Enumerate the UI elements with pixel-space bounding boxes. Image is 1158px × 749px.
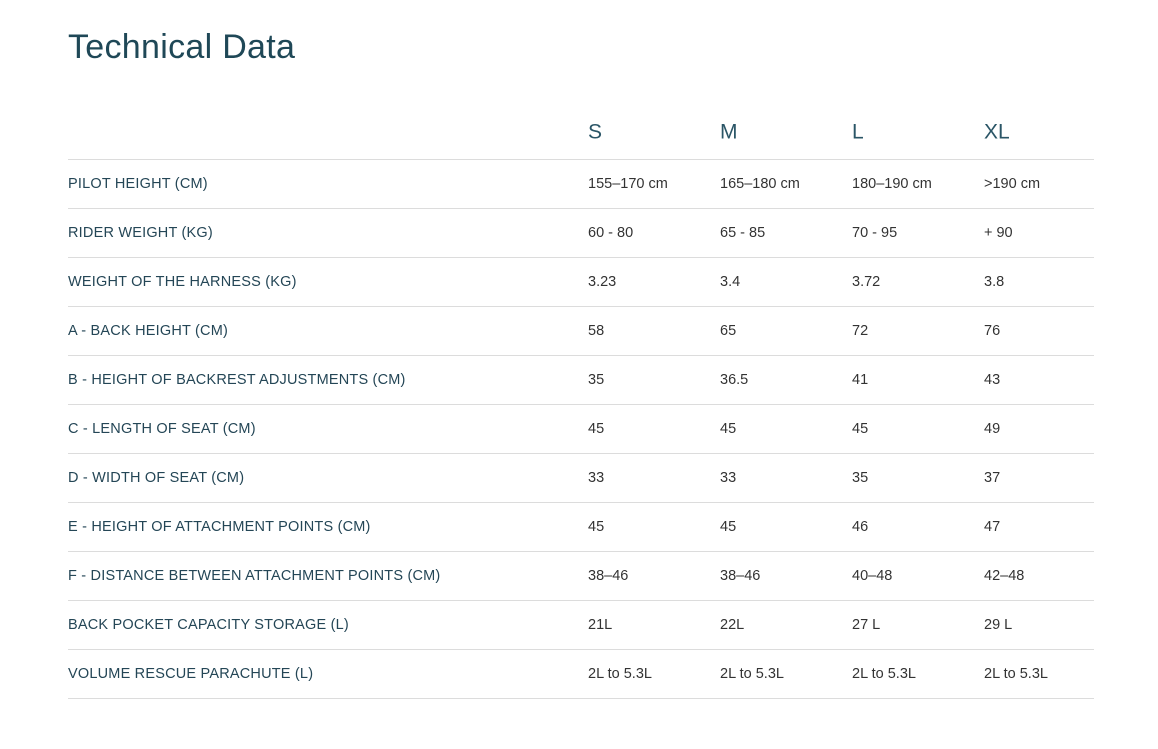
row-label: C - LENGTH OF SEAT (CM) [68,420,256,437]
cell-value: 45 [852,420,869,437]
cell-value: 45 [588,518,605,535]
cell-value: 72 [852,322,869,339]
cell-value: 45 [720,420,737,437]
row-divider [68,404,1094,405]
cell-value: 38–46 [720,567,761,584]
cell-value: 76 [984,322,1001,339]
cell-value: 3.4 [720,273,741,290]
row-label: B - HEIGHT OF BACKREST ADJUSTMENTS (CM) [68,371,406,388]
row-divider [68,306,1094,307]
row-label: VOLUME RESCUE PARACHUTE (L) [68,665,314,682]
cell-value: 35 [852,469,869,486]
cell-value: 35 [588,371,605,388]
row-label: D - WIDTH OF SEAT (CM) [68,469,245,486]
cell-value: 2L to 5.3L [852,665,916,682]
cell-value: 36.5 [720,371,749,388]
row-divider [68,502,1094,503]
row-label: RIDER WEIGHT (KG) [68,224,213,241]
row-divider [68,551,1094,552]
cell-value: 45 [588,420,605,437]
cell-value: 22L [720,616,745,633]
cell-value: 33 [588,469,605,486]
column-header: S [588,120,603,144]
cell-value: 47 [984,518,1001,535]
cell-value: 38–46 [588,567,629,584]
cell-value: 3.23 [588,273,617,290]
row-divider [68,698,1094,699]
cell-value: 2L to 5.3L [984,665,1048,682]
column-header: L [852,120,864,144]
cell-value: 2L to 5.3L [720,665,784,682]
cell-value: 60 - 80 [588,224,634,241]
row-divider [68,257,1094,258]
cell-value: 45 [720,518,737,535]
cell-value: 21L [588,616,613,633]
row-divider [68,159,1094,160]
row-label: E - HEIGHT OF ATTACHMENT POINTS (CM) [68,518,371,535]
row-label: PILOT HEIGHT (CM) [68,175,208,192]
cell-value: 46 [852,518,869,535]
cell-value: 2L to 5.3L [588,665,652,682]
column-header: M [720,120,738,144]
column-header: XL [984,120,1010,144]
row-label: WEIGHT OF THE HARNESS (KG) [68,273,297,290]
cell-value: 40–48 [852,567,893,584]
row-label: BACK POCKET CAPACITY STORAGE (L) [68,616,349,633]
title: Technical Data [68,28,296,66]
cell-value: 29 L [984,616,1013,633]
cell-value: 3.8 [984,273,1005,290]
row-divider [68,453,1094,454]
cell-value: 65 - 85 [720,224,766,241]
cell-value: 155–170 cm [588,175,668,192]
cell-value: 33 [720,469,737,486]
cell-value: 27 L [852,616,881,633]
cell-value: >190 cm [984,175,1041,192]
cell-value: 49 [984,420,1001,437]
row-divider [68,355,1094,356]
cell-value: 65 [720,322,737,339]
cell-value: + 90 [984,224,1013,241]
cell-value: 3.72 [852,273,881,290]
row-label: A - BACK HEIGHT (CM) [68,322,229,339]
cell-value: 43 [984,371,1001,388]
row-divider [68,600,1094,601]
cell-value: 70 - 95 [852,224,898,241]
cell-value: 180–190 cm [852,175,932,192]
cell-value: 165–180 cm [720,175,800,192]
cell-value: 41 [852,371,869,388]
row-divider [68,208,1094,209]
cell-value: 42–48 [984,567,1025,584]
row-divider [68,649,1094,650]
cell-value: 37 [984,469,1001,486]
cell-value: 58 [588,322,605,339]
row-label: F - DISTANCE BETWEEN ATTACHMENT POINTS (… [68,567,441,584]
